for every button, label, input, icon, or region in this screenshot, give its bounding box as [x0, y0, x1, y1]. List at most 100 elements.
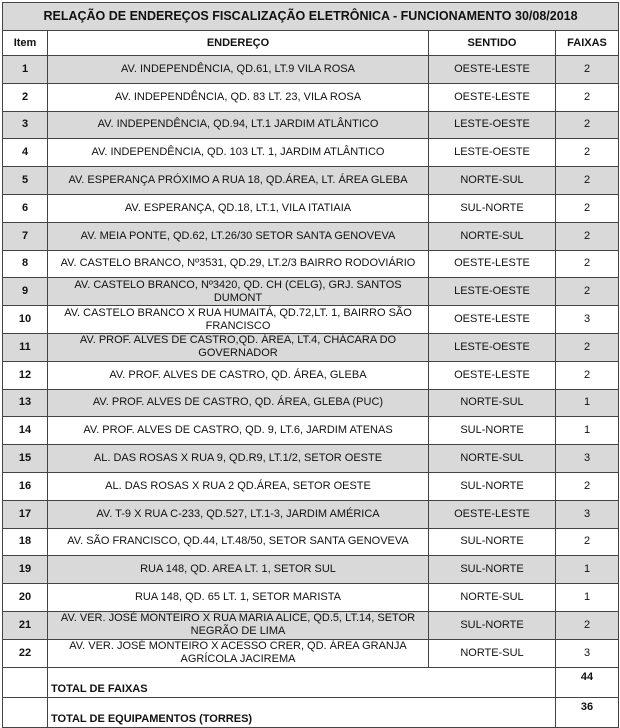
- header-item: Item: [2, 30, 48, 56]
- address-cell: AV. INDEPENDÊNCIA, QD.94, LT.1 JARDIM AT…: [47, 110, 429, 140]
- direction-cell: LESTE-OESTE: [428, 277, 556, 307]
- address-cell: AL. DAS ROSAS X RUA 2 QD.ÁREA, SETOR OES…: [47, 471, 429, 501]
- lanes-cell: 2: [554, 360, 620, 390]
- lanes-cell: 1: [554, 555, 620, 585]
- empty-cell: [2, 666, 48, 698]
- direction-cell: NORTE-SUL: [428, 638, 556, 668]
- table-row: 10 AV. CASTELO BRANCO X RUA HUMAITÁ, QD.7…: [2, 305, 620, 334]
- total-value: 44: [554, 666, 620, 698]
- item-cell: 18: [2, 527, 48, 557]
- item-cell: 3: [2, 110, 48, 140]
- total-row: TOTAL DE FAIXAS 44: [2, 666, 620, 698]
- lanes-cell: 3: [554, 444, 620, 473]
- lanes-cell: 2: [554, 221, 620, 251]
- lanes-cell: 3: [554, 305, 620, 334]
- lanes-cell: 2: [554, 55, 620, 84]
- lanes-cell: 2: [554, 138, 620, 168]
- lanes-cell: 2: [554, 193, 620, 223]
- direction-cell: OESTE-LESTE: [428, 249, 556, 279]
- header-endereco: ENDEREÇO: [47, 30, 429, 56]
- direction-cell: LESTE-OESTE: [428, 332, 556, 362]
- direction-cell: LESTE-OESTE: [428, 138, 556, 168]
- lanes-cell: 3: [554, 638, 620, 668]
- table-row: 3 AV. INDEPENDÊNCIA, QD.94, LT.1 JARDIM A…: [2, 110, 620, 140]
- address-cell: AV. INDEPENDÊNCIA, QD. 103 LT. 1, JARDIM…: [47, 138, 429, 168]
- table-row: 15 AL. DAS ROSAS X RUA 9, QD.R9, LT.1/2, …: [2, 444, 620, 473]
- item-cell: 9: [2, 277, 48, 307]
- direction-cell: SUL-NORTE: [428, 610, 556, 640]
- address-cell: AV. PROF. ALVES DE CASTRO, QD. 9, LT.6, …: [47, 416, 429, 446]
- table-row: 18 AV. SÃO FRANCISCO, QD.44, LT.48/50, SE…: [2, 527, 620, 557]
- table-row: 2 AV. INDEPENDÊNCIA, QD. 83 LT. 23, VILA …: [2, 82, 620, 112]
- item-cell: 21: [2, 610, 48, 640]
- address-cell: AV. VER. JOSÉ MONTEIRO X RUA MARIA ALICE…: [47, 610, 429, 640]
- address-cell: AV. ESPERANÇA, QD.18, LT.1, VILA ITATIAI…: [47, 193, 429, 223]
- address-cell: AV. CASTELO BRANCO, Nº3420, QD. CH (CELG…: [47, 277, 429, 307]
- total-label: TOTAL DE EQUIPAMENTOS (TORRES): [47, 696, 556, 728]
- table-row: 5 AV. ESPERANÇA PRÓXIMO A RUA 18, QD.ÁREA…: [2, 166, 620, 195]
- address-cell: RUA 148, QD. AREA LT. 1, SETOR SUL: [47, 555, 429, 585]
- lanes-cell: 2: [554, 610, 620, 640]
- item-cell: 17: [2, 499, 48, 529]
- empty-cell: [2, 696, 48, 728]
- address-cell: AV. MEIA PONTE, QD.62, LT.26/30 SETOR SA…: [47, 221, 429, 251]
- table-row: 8 AV. CASTELO BRANCO, Nº3531, QD.29, LT.2…: [2, 249, 620, 279]
- direction-cell: OESTE-LESTE: [428, 360, 556, 390]
- address-cell: AV. CASTELO BRANCO, Nº3531, QD.29, LT.2/…: [47, 249, 429, 279]
- table-row: 20 RUA 148, QD. 65 LT. 1, SETOR MARISTA NO…: [2, 583, 620, 612]
- item-cell: 14: [2, 416, 48, 446]
- item-cell: 19: [2, 555, 48, 585]
- table-title: RELAÇÃO DE ENDEREÇOS FISCALIZAÇÃO ELETRÔ…: [1, 2, 620, 31]
- address-cell: AV. VER. JOSÉ MONTEIRO X ACESSO CRER, QD…: [47, 638, 429, 668]
- lanes-cell: 3: [554, 499, 620, 529]
- table-row: 14 AV. PROF. ALVES DE CASTRO, QD. 9, LT.6…: [2, 416, 620, 446]
- table-row: 7 AV. MEIA PONTE, QD.62, LT.26/30 SETOR S…: [2, 221, 620, 251]
- item-cell: 22: [2, 638, 48, 668]
- lanes-cell: 2: [554, 332, 620, 362]
- table-row: 12 AV. PROF. ALVES DE CASTRO, QD. ÁREA, G…: [2, 360, 620, 390]
- address-cell: AV. SÃO FRANCISCO, QD.44, LT.48/50, SETO…: [47, 527, 429, 557]
- total-row: TOTAL DE EQUIPAMENTOS (TORRES) 36: [2, 696, 620, 728]
- direction-cell: SUL-NORTE: [428, 555, 556, 585]
- item-cell: 13: [2, 388, 48, 418]
- address-cell: RUA 148, QD. 65 LT. 1, SETOR MARISTA: [47, 583, 429, 612]
- item-cell: 2: [2, 82, 48, 112]
- lanes-cell: 1: [554, 416, 620, 446]
- item-cell: 15: [2, 444, 48, 473]
- address-cell: AV. PROF. ALVES DE CASTRO, QD. ÁREA, GLE…: [47, 388, 429, 418]
- table-row: 9 AV. CASTELO BRANCO, Nº3420, QD. CH (CEL…: [2, 277, 620, 307]
- direction-cell: SUL-NORTE: [428, 416, 556, 446]
- item-cell: 11: [2, 332, 48, 362]
- lanes-cell: 2: [554, 249, 620, 279]
- lanes-cell: 2: [554, 277, 620, 307]
- table-row: 21 AV. VER. JOSÉ MONTEIRO X RUA MARIA ALI…: [2, 610, 620, 640]
- direction-cell: SUL-NORTE: [428, 193, 556, 223]
- address-cell: AV. CASTELO BRANCO X RUA HUMAITÁ, QD.72,…: [47, 305, 429, 334]
- item-cell: 5: [2, 166, 48, 195]
- lanes-cell: 2: [554, 82, 620, 112]
- item-cell: 10: [2, 305, 48, 334]
- table-row: 11 AV. PROF. ALVES DE CASTRO,QD. ÁREA, LT…: [2, 332, 620, 362]
- direction-cell: NORTE-SUL: [428, 388, 556, 418]
- table-row: 6 AV. ESPERANÇA, QD.18, LT.1, VILA ITATIA…: [2, 193, 620, 223]
- header-faixas: FAIXAS: [554, 30, 620, 56]
- table-row: 4 AV. INDEPENDÊNCIA, QD. 103 LT. 1, JARDI…: [2, 138, 620, 168]
- table-row: 13 AV. PROF. ALVES DE CASTRO, QD. ÁREA, G…: [2, 388, 620, 418]
- total-label: TOTAL DE FAIXAS: [47, 666, 556, 698]
- direction-cell: NORTE-SUL: [428, 221, 556, 251]
- direction-cell: OESTE-LESTE: [428, 305, 556, 334]
- table-row: 1 AV. INDEPENDÊNCIA, QD.61, LT.9 VILA ROS…: [2, 55, 620, 84]
- address-cell: AV. T-9 X RUA C-233, QD.527, LT.1-3, JAR…: [47, 499, 429, 529]
- address-cell: AL. DAS ROSAS X RUA 9, QD.R9, LT.1/2, SE…: [47, 444, 429, 473]
- lanes-cell: 1: [554, 583, 620, 612]
- direction-cell: NORTE-SUL: [428, 583, 556, 612]
- direction-cell: NORTE-SUL: [428, 166, 556, 195]
- title-row: RELAÇÃO DE ENDEREÇOS FISCALIZAÇÃO ELETRÔ…: [1, 2, 620, 31]
- item-cell: 4: [2, 138, 48, 168]
- direction-cell: SUL-NORTE: [428, 527, 556, 557]
- item-cell: 12: [2, 360, 48, 390]
- direction-cell: SUL-NORTE: [428, 471, 556, 501]
- lanes-cell: 1: [554, 388, 620, 418]
- lanes-cell: 2: [554, 527, 620, 557]
